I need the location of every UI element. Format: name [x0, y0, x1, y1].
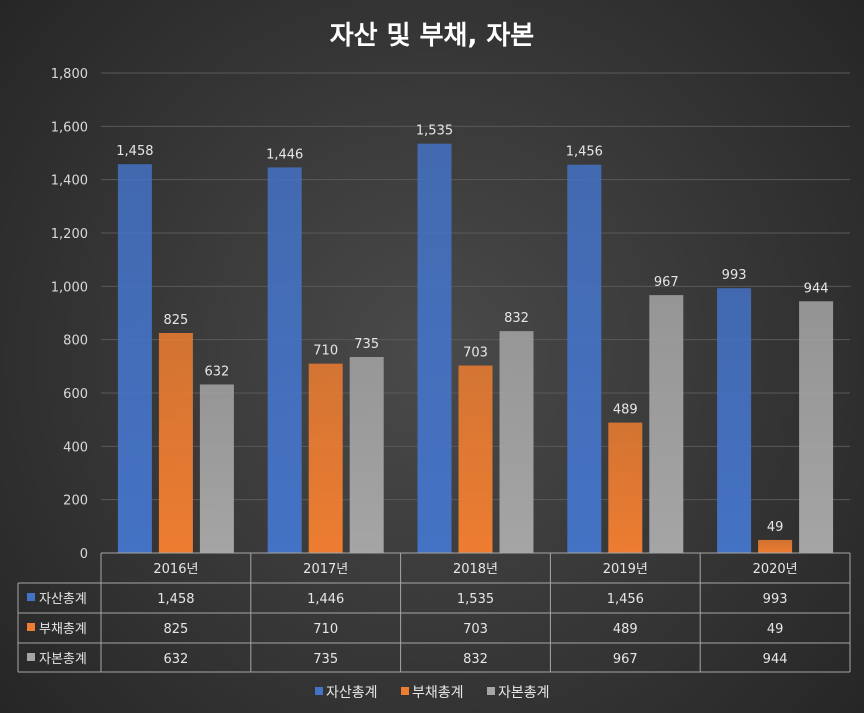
bar-asset [117, 164, 152, 553]
legend-key-equity [487, 687, 495, 695]
y-tick-label: 1,800 [51, 67, 88, 82]
chart-title: 자산 및 부채, 자본 [330, 21, 534, 51]
table-cell: 632 [163, 652, 188, 667]
table-cell: 1,456 [607, 592, 644, 607]
table-cell: 703 [463, 622, 488, 637]
x-category-label: 2018년 [453, 562, 498, 577]
data-label: 703 [463, 346, 488, 361]
x-category-label: 2020년 [753, 562, 798, 577]
bar-asset [267, 167, 302, 553]
table-cell: 967 [613, 652, 638, 667]
legend-label: 자본총계 [498, 685, 550, 701]
y-tick-label: 400 [63, 440, 88, 455]
data-label: 1,456 [566, 145, 603, 160]
table-cell: 1,535 [457, 592, 494, 607]
legend-key-liability [401, 687, 409, 695]
data-label: 1,458 [116, 144, 153, 159]
legend-key-asset [315, 687, 323, 695]
bar-equity [199, 384, 234, 553]
x-category-label: 2019년 [603, 562, 648, 577]
data-label: 735 [354, 337, 379, 352]
y-tick-label: 600 [63, 387, 88, 402]
bar-asset [417, 143, 452, 553]
table-cell: 735 [313, 652, 338, 667]
table-legend-key [27, 653, 35, 661]
x-category-label: 2016년 [153, 562, 198, 577]
bar-liability [308, 363, 343, 553]
bar-liability [758, 539, 793, 553]
data-label: 967 [654, 275, 679, 290]
data-label: 489 [613, 403, 638, 418]
table-cell: 710 [313, 622, 338, 637]
bar-liability [458, 365, 493, 553]
y-tick-label: 0 [80, 547, 88, 562]
data-label: 993 [722, 268, 747, 283]
table-cell: 832 [463, 652, 488, 667]
bar-equity [349, 357, 384, 553]
y-tick-label: 1,600 [51, 120, 88, 135]
data-label: 49 [767, 520, 784, 535]
table-legend-key [27, 593, 35, 601]
bar-asset [567, 164, 602, 553]
y-tick-label: 800 [63, 334, 88, 349]
table-cell: 944 [763, 652, 788, 667]
bar-equity [799, 301, 834, 553]
data-label: 832 [504, 311, 529, 326]
table-cell: 825 [163, 622, 188, 637]
table-cell: 993 [763, 592, 788, 607]
legend: 자산총계 부채총계 자본총계 [315, 685, 550, 701]
legend-label: 부채총계 [412, 685, 464, 701]
y-tick-label: 1,000 [51, 280, 88, 295]
table-series-name: 자산총계 [39, 592, 87, 607]
data-label: 710 [313, 344, 338, 359]
table-cell: 49 [767, 622, 784, 637]
data-labels: 1,458 825 632 1,446 710 735 1,535 703 832 1,456 48… [116, 124, 828, 535]
y-tick-label: 200 [63, 494, 88, 509]
table-cell: 489 [613, 622, 638, 637]
bars [117, 143, 834, 553]
y-tick-label: 1,400 [51, 174, 88, 189]
data-label: 1,535 [416, 124, 453, 139]
y-axis-ticks: 0 200 400 600 800 1,000 1,200 1,400 1,600 1,800 [51, 67, 88, 562]
bar-liability [608, 422, 643, 553]
bar-asset [717, 288, 752, 553]
table-legend-key [27, 623, 35, 631]
table-cell: 1,458 [157, 592, 194, 607]
table-cell: 1,446 [307, 592, 344, 607]
bar-equity [649, 295, 684, 553]
table-series-name: 자본총계 [39, 652, 87, 667]
table-series-name: 부채총계 [39, 622, 87, 637]
legend-label: 자산총계 [326, 685, 378, 701]
y-tick-label: 1,200 [51, 227, 88, 242]
data-label: 632 [204, 364, 229, 379]
x-category-label: 2017년 [303, 562, 348, 577]
data-label: 825 [163, 313, 188, 328]
data-label: 1,446 [266, 147, 303, 162]
data-label: 944 [804, 281, 829, 296]
bar-liability [158, 333, 193, 553]
bar-equity [499, 331, 534, 553]
